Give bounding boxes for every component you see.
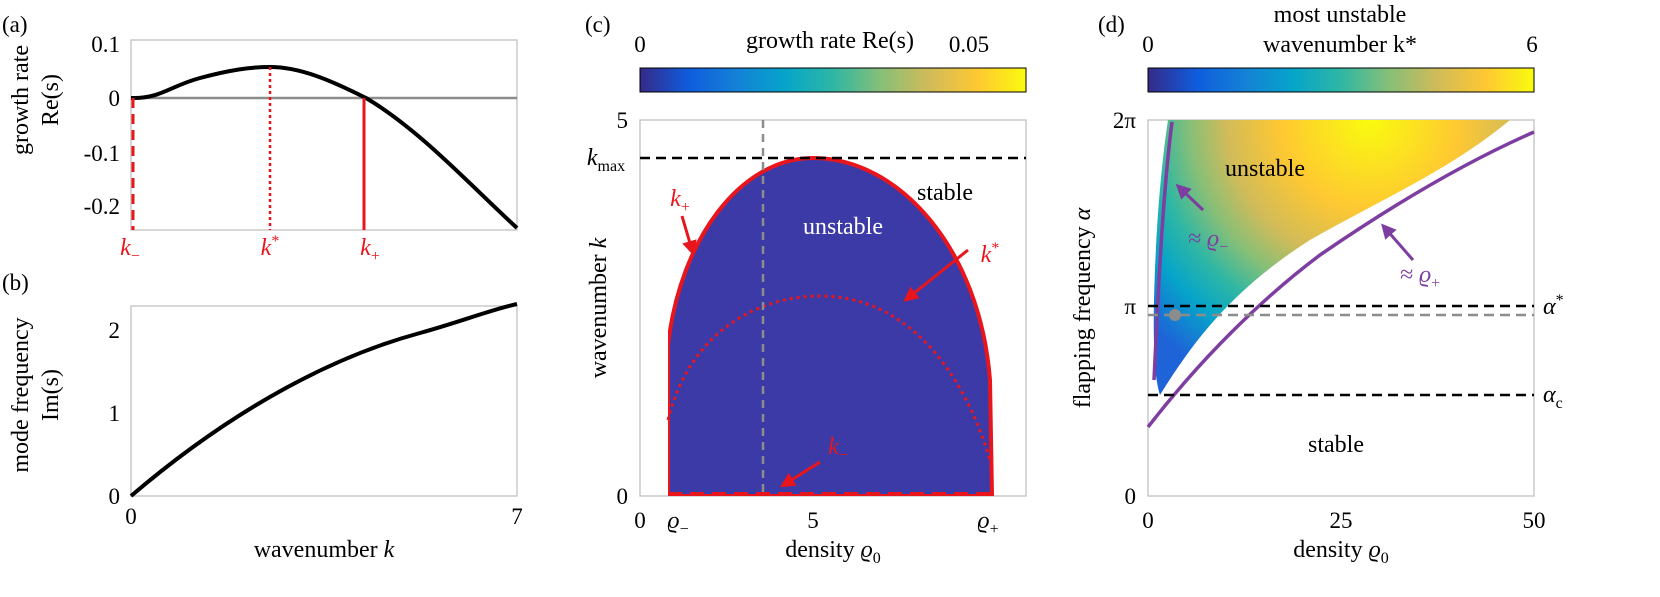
panel-a-ytick-neg0.2: -0.2 (84, 194, 120, 219)
panel-b: (b) mode frequency Im(s) 2 1 0 0 7 waven… (2, 270, 523, 563)
panel-c-kmax-label: kmax (587, 145, 625, 175)
panel-b-xtick-7: 7 (511, 504, 523, 529)
panel-a-growth-curve (130, 64, 519, 230)
panel-d-colorbar-tick-6: 6 (1526, 32, 1538, 57)
panel-c-rho-plus-label: ϱ+ (977, 508, 998, 538)
panel-c-kplus-arrow (680, 215, 697, 256)
panel-d-xtick-50: 50 (1523, 508, 1546, 533)
panel-d-rho-plus-arrow (1381, 223, 1415, 261)
panel-c-kstar-arrow-label: k* (981, 240, 1000, 268)
panel-c-label: (c) (585, 12, 611, 37)
panel-c-ytick-0: 0 (617, 484, 629, 509)
panel-b-frequency-curve (129, 302, 518, 498)
panel-d-label: (d) (1098, 12, 1125, 37)
panel-a-kminus-label: k− (120, 235, 140, 265)
panel-d-ytick-2pi: 2π (1113, 108, 1137, 133)
panel-a-ytick-0: 0 (109, 86, 121, 111)
panel-d-xtick-25: 25 (1330, 508, 1353, 533)
panel-a-kplus-label: k+ (360, 235, 380, 265)
panel-c-ytick-5: 5 (617, 108, 629, 133)
panel-d-unstable-label: unstable (1225, 156, 1305, 182)
panel-b-ytick-0: 0 (109, 484, 121, 509)
panel-d-ytick-pi: π (1124, 294, 1136, 319)
panel-a-kstar-label: k* (261, 233, 280, 261)
panel-c-xtick-5: 5 (807, 508, 819, 533)
panel-c-kstar-curve (666, 294, 992, 461)
panel-b-axes-box (130, 305, 518, 497)
panel-c-xtick-0: 0 (634, 508, 646, 533)
panel-d-colorbar-title-line1: most unstable (1274, 2, 1407, 28)
panel-c-colorbar-tick-0.05: 0.05 (949, 32, 989, 57)
panel-c-xlabel: density ϱ0 (785, 537, 881, 567)
panel-d-xtick-0: 0 (1142, 508, 1154, 533)
panel-b-ytick-2: 2 (109, 318, 121, 343)
panel-c: (c) growth rate Re(s) 0 0.05 5 0 0 5 kma… (585, 12, 1027, 567)
panel-d-rho-minus-curve (1152, 121, 1174, 381)
panel-c-stable-label: stable (917, 180, 973, 206)
panel-d-approx-rho-minus-label: ≈ ϱ− (1188, 226, 1228, 256)
panel-d: (d) most unstable wavenumber k* 0 6 2π π… (1070, 2, 1564, 567)
panel-b-ytick-1: 1 (109, 401, 121, 426)
panel-d-alpha-c-label: αc (1543, 382, 1563, 412)
panel-b-ylabel-line2: Im(s) (38, 369, 64, 421)
panel-a: (a) growth rate Re(s) 0.1 0 -0.1 -0.2 k−… (2, 12, 519, 265)
panel-d-colorbar (1147, 67, 1535, 93)
panel-a-axes-box (130, 39, 518, 231)
panel-a-ytick-0.1: 0.1 (91, 32, 120, 57)
panel-d-alpha-star-label: α* (1543, 292, 1564, 320)
panel-d-xlabel: density ϱ0 (1293, 537, 1389, 567)
panel-d-rho-minus-arrow (1175, 183, 1205, 212)
panel-d-rho-plus-curve (1146, 130, 1535, 429)
panel-c-colorbar (639, 67, 1027, 93)
panel-a-ylabel-line1: growth rate (8, 45, 34, 155)
panel-d-approx-rho-plus-label: ≈ ϱ+ (1400, 262, 1440, 292)
panel-c-colorbar-title: growth rate Re(s) (746, 28, 914, 54)
panel-d-colorbar-title-line2: wavenumber k* (1263, 32, 1417, 58)
panel-c-ylabel: wavenumber k (586, 237, 612, 378)
panel-d-stable-label: stable (1308, 432, 1364, 458)
panel-d-colorbar-tick-0: 0 (1142, 32, 1154, 57)
panel-c-kminus-arrow (779, 460, 821, 488)
panel-c-colorbar-tick-0: 0 (634, 32, 646, 57)
panel-b-label: (b) (2, 270, 29, 295)
panel-c-unstable-label: unstable (803, 214, 883, 240)
panel-b-ylabel-line1: mode frequency (8, 317, 34, 472)
panel-a-ylabel-line2: Re(s) (38, 74, 64, 126)
panel-c-kstar-arrow (903, 248, 969, 302)
panel-a-ytick-neg0.1: -0.1 (84, 141, 120, 166)
panel-c-kplus-arrow-label: k+ (670, 186, 690, 216)
panel-c-rho-minus-label: ϱ− (667, 508, 688, 538)
panel-d-ytick-0: 0 (1125, 484, 1137, 509)
panel-d-ylabel: flapping frequency α (1070, 207, 1096, 408)
panel-b-xtick-0: 0 (125, 504, 137, 529)
panel-c-kminus-arrow-label: k− (828, 434, 848, 464)
panel-b-xlabel: wavenumber k (254, 537, 395, 563)
panel-d-unstable-region (1153, 120, 1510, 395)
panel-a-label: (a) (2, 12, 28, 37)
panel-d-marker-point (1169, 309, 1181, 321)
